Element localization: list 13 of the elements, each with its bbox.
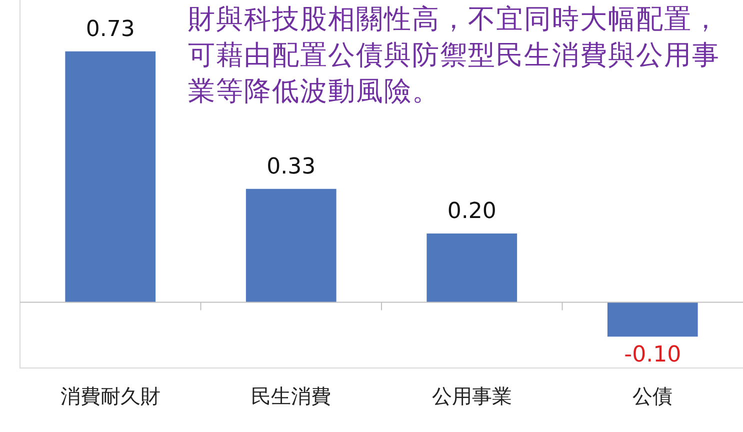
data-label: 0.33 xyxy=(266,154,316,180)
x-tick-label: 消費耐久財 xyxy=(60,384,160,408)
annotation: 財與科技股相關性高，不宜同時大幅配置，可藉由配置公債與防禦型民生消費與公用事業等降低波動風險。 xyxy=(188,3,721,109)
x-tick-label: 民生消費 xyxy=(251,384,332,408)
x-tick-label: 公用事業 xyxy=(432,384,512,408)
bar xyxy=(246,188,336,302)
x-tick-label: 公債 xyxy=(632,384,673,408)
data-label: 0.20 xyxy=(447,199,496,224)
data-label: -0.10 xyxy=(624,342,682,368)
bar xyxy=(426,234,518,302)
bar xyxy=(607,302,698,337)
data-label: 0.73 xyxy=(86,17,135,42)
bar xyxy=(65,51,156,302)
